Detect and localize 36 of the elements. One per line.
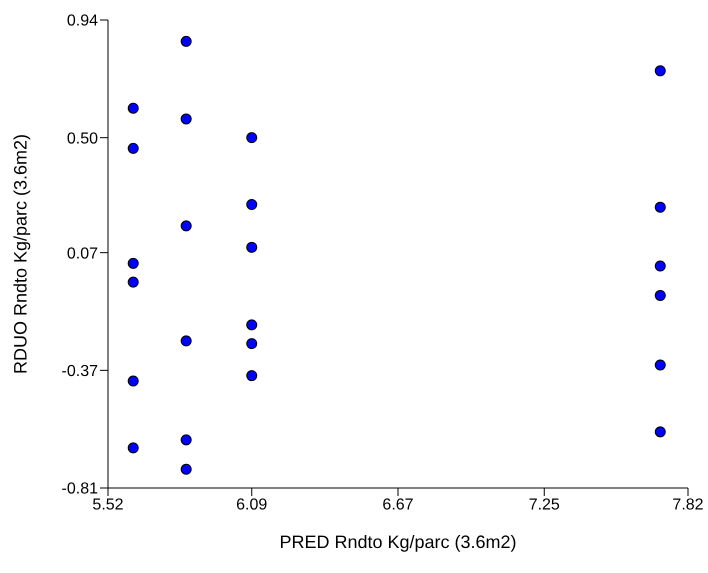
point (128, 376, 139, 387)
y-axis-title: RDUO Rndto Kg/parc (3.6m2) (10, 134, 30, 374)
point (654, 202, 666, 213)
point (654, 65, 666, 76)
point (246, 370, 258, 382)
point (246, 132, 258, 144)
point (180, 464, 192, 475)
point (180, 335, 192, 346)
point (180, 36, 192, 47)
point (128, 142, 139, 154)
point (654, 260, 666, 272)
x-tick-label: 5.52 (92, 496, 124, 514)
x-tick-label: 7.82 (672, 496, 704, 514)
point (128, 258, 139, 269)
x-axis-title: PRED Rndto Kg/parc (3.6m2) (279, 532, 517, 552)
x-tick-label: 6.09 (236, 496, 268, 514)
y-tick-label: 0.50 (66, 130, 98, 148)
y-tick-label: 0.07 (66, 245, 98, 262)
point (246, 242, 258, 253)
point (128, 102, 139, 114)
point (246, 338, 258, 350)
point (128, 442, 139, 454)
y-tick-label: -0.81 (62, 480, 98, 498)
x-tick-label: 6.67 (382, 496, 414, 514)
point (246, 199, 258, 210)
y-tick-label: 0.94 (66, 12, 98, 30)
point (246, 319, 258, 330)
point (654, 426, 666, 438)
point (180, 113, 192, 124)
point (128, 276, 139, 288)
y-tick-label: -0.37 (62, 363, 98, 380)
point (180, 434, 192, 446)
point (654, 290, 666, 301)
x-tick-label: 7.25 (528, 496, 560, 514)
point (180, 220, 192, 232)
point (654, 359, 666, 370)
